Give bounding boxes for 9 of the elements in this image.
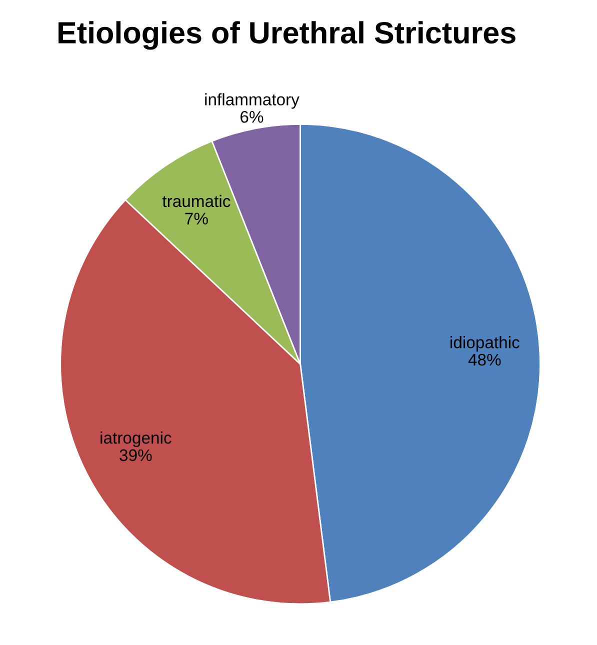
slice-label: traumatic: [162, 194, 230, 208]
slice-label: idiopathic: [450, 336, 520, 352]
data-label: 48%: [468, 354, 501, 366]
data-label: 6%: [240, 110, 264, 123]
slice-label: inflammatory: [205, 93, 300, 109]
data-label: 7%: [185, 212, 208, 224]
data-label: 39%: [120, 449, 152, 462]
slice-label: iatrogenic: [100, 432, 172, 448]
chart-title: Etiologies of Urethral Strictures: [58, 21, 516, 50]
